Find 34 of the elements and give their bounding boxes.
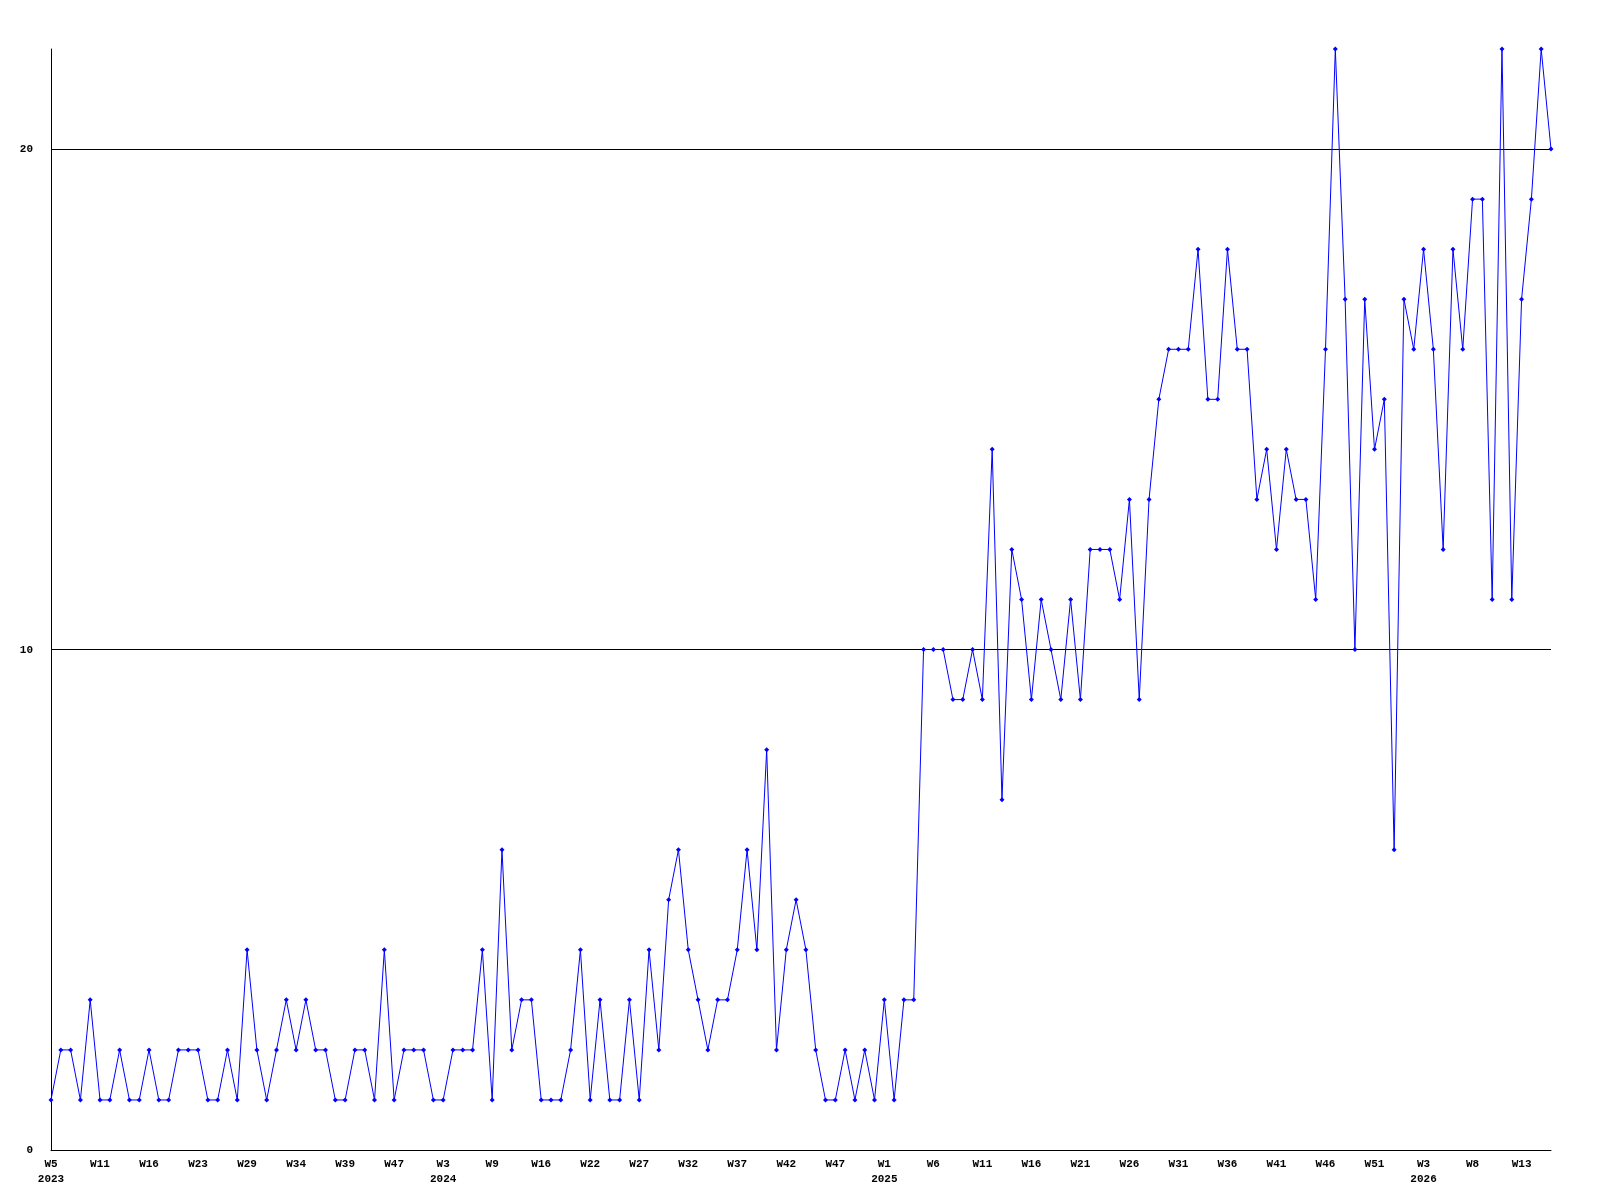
x-tick-label: W46: [1315, 1157, 1336, 1170]
y-tick-label: 10: [19, 643, 33, 656]
x-tick-label: W32: [678, 1157, 699, 1170]
x-tick-label: W13: [1511, 1157, 1532, 1170]
x-tick-label: W47: [384, 1157, 405, 1170]
x-tick-label: W11: [972, 1157, 993, 1170]
x-tick-label: W31: [1168, 1157, 1189, 1170]
x-tick-label: W22: [580, 1157, 601, 1170]
x-tick-label: W8: [1465, 1157, 1480, 1170]
x-tick-label: W47: [825, 1157, 846, 1170]
x-tick-label: W21: [1070, 1157, 1091, 1170]
x-tick-label: W34: [286, 1157, 307, 1170]
x-tick-label: W23: [188, 1157, 209, 1170]
y-tick-label: 0: [26, 1144, 33, 1156]
x-tick-label: W42: [776, 1157, 797, 1170]
x-tick-label: W37: [727, 1157, 748, 1170]
x-tick-label: W3 2024: [429, 1157, 457, 1185]
x-tick-label: W16: [139, 1157, 159, 1170]
x-tick-label: W16: [531, 1157, 552, 1170]
x-tick-label: W27: [629, 1157, 650, 1170]
x-tick-label: W39: [335, 1157, 356, 1170]
x-tick-label: W16: [1021, 1157, 1042, 1170]
x-tick-label: W29: [237, 1157, 257, 1170]
x-tick-label: W41: [1266, 1157, 1287, 1170]
x-tick-label: W11: [90, 1157, 111, 1170]
x-tick-label: W26: [1119, 1157, 1140, 1170]
x-tick-label: W1 2025: [871, 1157, 898, 1185]
y-tick-label: 20: [19, 143, 33, 156]
x-tick-label: W3 2026: [1410, 1157, 1437, 1185]
x-tick-label: W6: [926, 1157, 940, 1170]
x-tick-label: W51: [1364, 1157, 1385, 1170]
x-tick-label: W36: [1217, 1157, 1238, 1170]
x-tick-label: W5 2023: [37, 1157, 65, 1185]
x-tick-label: W9: [485, 1157, 499, 1170]
